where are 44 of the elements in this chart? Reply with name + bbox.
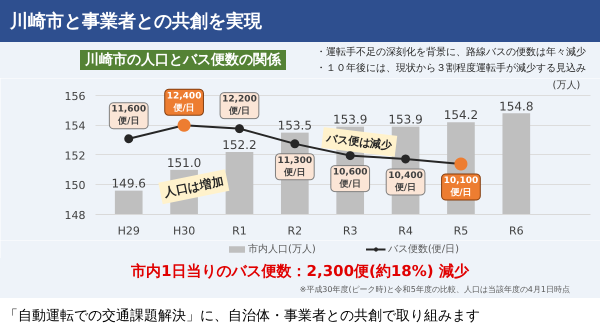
x-tick-label: R2: [288, 224, 302, 238]
legend-label: 市内人口(万人): [248, 242, 316, 256]
data-label: 152.2: [222, 138, 257, 152]
data-label: 12,400 便/日: [166, 91, 202, 114]
text: ※平成30年度(ピーク時)と令和5年度の比較、人口は当該年度の4月1日時点: [300, 284, 570, 296]
data-label: 154.2: [444, 108, 478, 122]
x-tick-label: H30: [172, 224, 196, 238]
data-label: 10,400 便/日: [388, 170, 423, 193]
x-tick-label: H29: [118, 224, 140, 238]
chart-title: 川崎市と事業者との共創を実現: [10, 10, 262, 34]
x-tick-label: R4: [398, 224, 413, 238]
data-label: 153.9: [333, 112, 368, 127]
text: ・１０年後には、現状から３割程度運転手が減少する見込み: [316, 62, 586, 76]
text: 市内1日当りのバス便数：2,300便(約18%) 減少: [131, 261, 469, 282]
data-label: 11,600 便/日: [111, 104, 146, 127]
y-tick-label: 154: [64, 120, 86, 133]
y-tick-label: 148: [64, 209, 86, 222]
data-label: 10,100 便/日: [444, 176, 478, 198]
legend-label: バス便数(便/日): [388, 243, 459, 256]
data-label: 10,600 便/日: [332, 168, 368, 190]
x-tick-label: R3: [342, 224, 358, 238]
y-tick-label: 150: [64, 179, 86, 192]
point: [401, 154, 410, 164]
point: [346, 151, 355, 160]
text: ・運転手不足の深刻化を背景に、路線バスの便数は年々減少: [316, 46, 586, 60]
y-tick-label: 152: [64, 149, 86, 162]
x-tick-label: R5: [454, 224, 468, 238]
y-tick-label: 156: [64, 90, 86, 103]
data-label: 153.5: [278, 118, 312, 133]
annotation: バス便は減少: [324, 131, 394, 152]
data-label: 154.8: [499, 99, 534, 114]
x-tick-label: R6: [508, 224, 524, 238]
text: 「自動運転での交通課題解決」に、自治体・事業者との共創で取り組みます: [4, 307, 480, 326]
point: [124, 134, 134, 144]
data-label: 12,200 便/日: [222, 94, 257, 117]
point: [234, 124, 244, 134]
data-label: 11,300 便/日: [277, 156, 312, 178]
annotation: 人口は増加: [162, 174, 225, 200]
chart-subtitle: 川崎市の人口とバス便数の関係: [80, 50, 286, 70]
data-label: 151.0: [166, 156, 202, 170]
data-label: 149.6: [112, 176, 146, 191]
point: [290, 139, 300, 148]
x-tick-label: R1: [232, 224, 247, 238]
data-label: 153.9: [388, 112, 423, 127]
